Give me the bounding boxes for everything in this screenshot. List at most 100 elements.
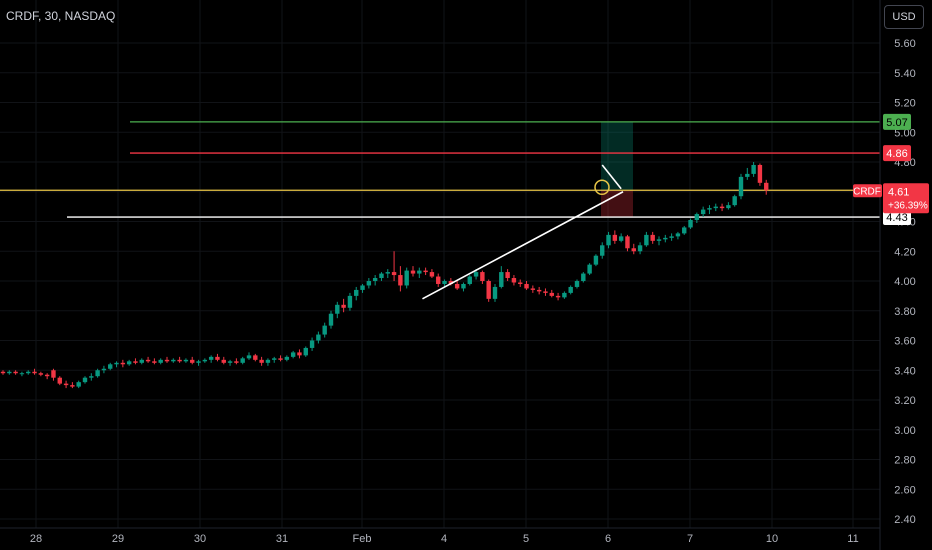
candle-body bbox=[354, 289, 359, 296]
last-price-value: 4.61 bbox=[888, 186, 909, 198]
candle-body bbox=[448, 281, 454, 284]
candle-body bbox=[76, 382, 81, 387]
candle-body bbox=[486, 281, 491, 299]
candle-body bbox=[290, 352, 296, 357]
candle-body bbox=[202, 359, 208, 362]
candle-body bbox=[272, 358, 277, 360]
candle-body bbox=[574, 281, 580, 287]
candle-body bbox=[108, 364, 113, 369]
candle-body bbox=[316, 334, 321, 341]
candle-body bbox=[600, 245, 605, 256]
candle-body bbox=[713, 206, 718, 209]
candle-body bbox=[63, 383, 69, 386]
candle-body bbox=[13, 371, 18, 374]
position-tool bbox=[601, 121, 633, 218]
candle-body bbox=[164, 359, 170, 362]
candle-body bbox=[152, 361, 157, 363]
candle-body bbox=[454, 283, 460, 289]
candle-body bbox=[57, 377, 62, 384]
x-tick-label: 10 bbox=[766, 533, 778, 545]
candle-body bbox=[190, 359, 195, 363]
candle-body bbox=[618, 236, 624, 241]
candle-body bbox=[644, 234, 649, 246]
currency-button[interactable]: USD bbox=[884, 5, 924, 29]
candle-body bbox=[366, 281, 372, 286]
candle-body bbox=[208, 356, 214, 360]
candle-body bbox=[549, 292, 554, 296]
candle-body bbox=[297, 352, 302, 356]
x-tick-label: 31 bbox=[276, 533, 288, 545]
x-tick-label: 7 bbox=[687, 533, 693, 545]
candle-body bbox=[745, 173, 750, 177]
candle-body bbox=[732, 196, 737, 206]
candle-body bbox=[555, 295, 561, 298]
y-tick-label: 3.00 bbox=[894, 425, 915, 437]
candle-body bbox=[442, 281, 447, 284]
candle-body bbox=[240, 358, 245, 363]
candle-body bbox=[631, 248, 636, 252]
candle-body bbox=[581, 273, 586, 281]
candle-body bbox=[120, 362, 126, 365]
price-labels: 5.07 4.86 4.43 CRDF 4.61 +36.39% bbox=[853, 113, 929, 226]
y-tick-label: 2.60 bbox=[894, 484, 915, 496]
support-price-label: 4.43 bbox=[886, 212, 907, 224]
candle-body bbox=[682, 227, 687, 234]
candle-body bbox=[372, 278, 378, 281]
y-tick-label: 3.80 bbox=[894, 306, 915, 318]
x-tick-label: 5 bbox=[523, 533, 529, 545]
candlestick-series bbox=[0, 162, 769, 389]
candle-body bbox=[347, 295, 353, 308]
x-tick-label: 6 bbox=[605, 533, 611, 545]
candle-body bbox=[536, 289, 542, 292]
y-tick-label: 5.60 bbox=[894, 38, 915, 50]
candle-body bbox=[675, 233, 681, 237]
candle-body bbox=[221, 359, 226, 363]
price-axis: 5.605.405.205.004.804.604.404.204.003.80… bbox=[879, 0, 916, 550]
candle-body bbox=[38, 373, 44, 375]
candle-body bbox=[726, 205, 731, 209]
candle-body bbox=[417, 270, 422, 274]
candle-body bbox=[757, 164, 763, 183]
time-axis: 28 29 30 31 Feb 4 5 6 7 10 11 bbox=[0, 527, 880, 545]
trendline bbox=[422, 191, 624, 300]
candle-body bbox=[70, 385, 75, 387]
candle-body bbox=[423, 270, 428, 273]
candle-body bbox=[278, 358, 283, 360]
candle-body bbox=[612, 234, 618, 241]
candle-body bbox=[530, 288, 536, 290]
candle-body bbox=[694, 214, 700, 221]
candle-body bbox=[335, 304, 340, 314]
candle-body bbox=[751, 164, 756, 174]
candle-body bbox=[341, 304, 346, 308]
symbol-tag-bg bbox=[853, 184, 882, 198]
candle-body bbox=[562, 292, 567, 298]
candle-body bbox=[385, 272, 390, 274]
y-tick-label: 3.60 bbox=[894, 336, 915, 348]
symbol-tag: CRDF bbox=[853, 186, 881, 197]
last-price-bg bbox=[883, 183, 929, 214]
candle-body bbox=[133, 361, 138, 363]
candle-body bbox=[505, 272, 510, 279]
x-tick-label: 4 bbox=[441, 533, 447, 545]
candle-body bbox=[669, 236, 674, 238]
candle-body bbox=[196, 361, 201, 363]
y-tick-label: 2.40 bbox=[894, 514, 915, 526]
candle-body bbox=[215, 356, 220, 360]
candle-body bbox=[429, 272, 435, 277]
markers bbox=[594, 179, 610, 196]
trendlines bbox=[422, 164, 624, 300]
x-tick-label: 30 bbox=[194, 533, 206, 545]
candle-body bbox=[404, 270, 409, 286]
last-price-change: +36.39% bbox=[888, 200, 928, 211]
candle-body bbox=[259, 359, 264, 363]
candle-body bbox=[568, 286, 573, 293]
candle-body bbox=[253, 355, 258, 360]
candle-body bbox=[511, 278, 517, 283]
y-tick-label: 3.20 bbox=[894, 395, 915, 407]
candle-body bbox=[379, 273, 384, 279]
target-zone bbox=[601, 121, 633, 191]
candle-body bbox=[114, 362, 119, 365]
candle-body bbox=[688, 220, 693, 228]
candle-body bbox=[95, 370, 100, 377]
